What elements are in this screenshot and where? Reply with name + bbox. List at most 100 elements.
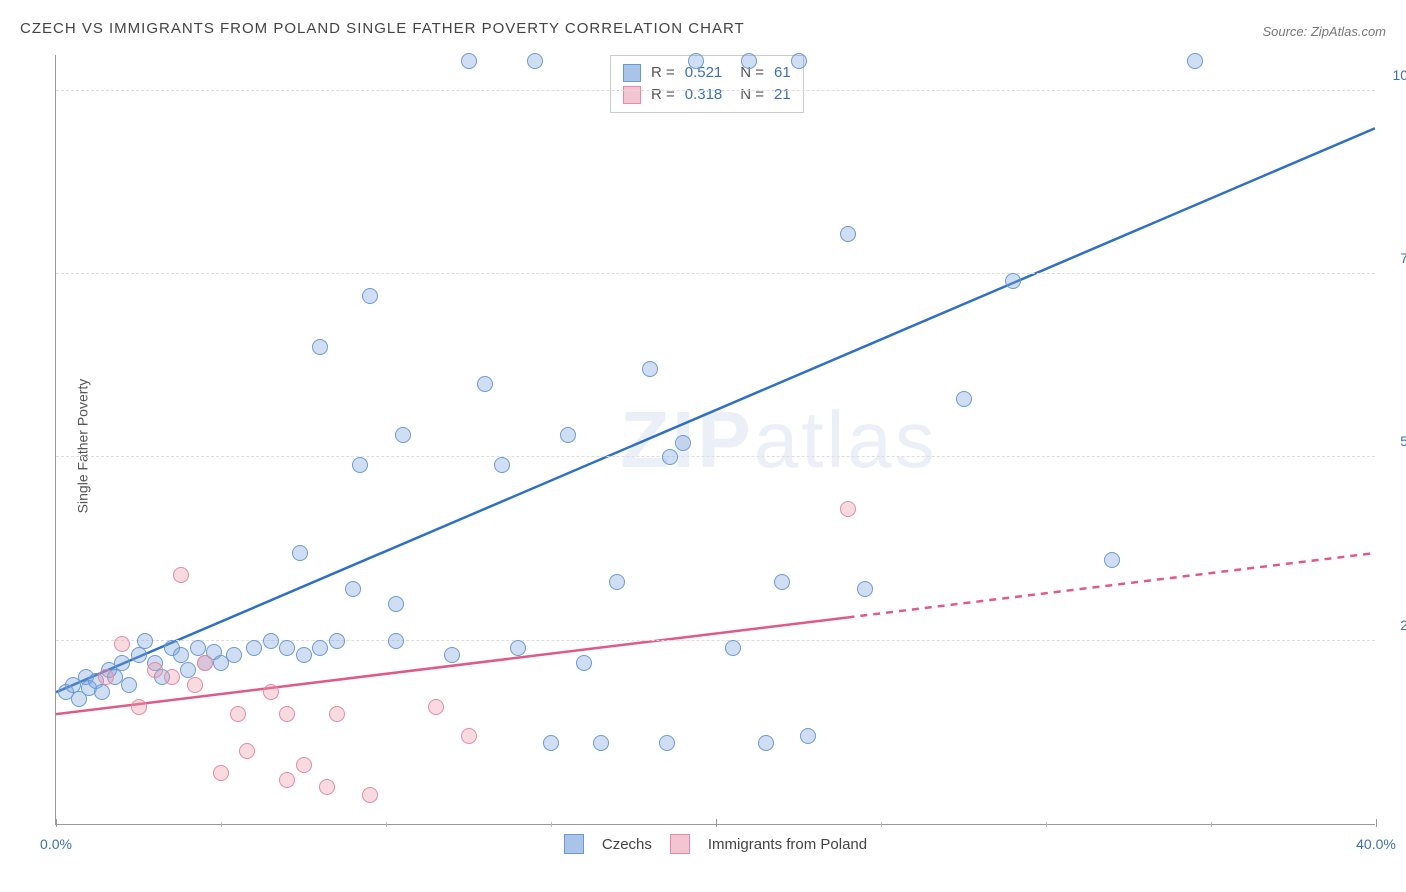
data-point [576, 655, 592, 671]
data-point [444, 647, 460, 663]
data-point [956, 391, 972, 407]
data-point [173, 647, 189, 663]
legend-label: Immigrants from Poland [708, 836, 867, 853]
data-point [279, 772, 295, 788]
stats-row: R = 0.318 N = 21 [623, 84, 791, 106]
data-point [857, 581, 873, 597]
data-point [675, 435, 691, 451]
data-point [114, 636, 130, 652]
data-point [329, 706, 345, 722]
data-point [791, 53, 807, 69]
data-point [494, 457, 510, 473]
data-point [840, 226, 856, 242]
series-legend: Czechs Immigrants from Poland [56, 834, 1375, 854]
data-point [94, 684, 110, 700]
data-point [292, 545, 308, 561]
data-point [461, 728, 477, 744]
data-point [279, 640, 295, 656]
gridline [56, 90, 1375, 91]
data-point [180, 662, 196, 678]
legend-label: Czechs [602, 836, 652, 853]
x-tick-major [716, 819, 717, 827]
data-point [477, 376, 493, 392]
x-tick-minor [1211, 822, 1212, 827]
data-point [319, 779, 335, 795]
data-point [543, 735, 559, 751]
data-point [593, 735, 609, 751]
data-point [362, 288, 378, 304]
stat-R-value: 0.318 [685, 84, 723, 106]
data-point [352, 457, 368, 473]
data-point [312, 339, 328, 355]
data-point [774, 574, 790, 590]
data-point [114, 655, 130, 671]
data-point [296, 647, 312, 663]
y-tick-label: 75.0% [1380, 250, 1406, 266]
data-point [1104, 552, 1120, 568]
x-tick-minor [1046, 822, 1047, 827]
gridline [56, 456, 1375, 457]
data-point [840, 501, 856, 517]
data-point [137, 633, 153, 649]
data-point [758, 735, 774, 751]
data-point [131, 699, 147, 715]
y-tick-label: 50.0% [1380, 433, 1406, 449]
data-point [662, 449, 678, 465]
data-point [246, 640, 262, 656]
stats-legend-box: R =0.521N =61R = 0.318 N = 21 [610, 55, 804, 113]
data-point [741, 53, 757, 69]
data-point [428, 699, 444, 715]
data-point [642, 361, 658, 377]
data-point [197, 655, 213, 671]
data-point [263, 633, 279, 649]
data-point [1187, 53, 1203, 69]
stat-R-label: R = [651, 84, 675, 106]
data-point [296, 757, 312, 773]
data-point [609, 574, 625, 590]
data-point [190, 640, 206, 656]
data-point [329, 633, 345, 649]
data-point [362, 787, 378, 803]
stats-row: R =0.521N =61 [623, 62, 791, 84]
data-point [688, 53, 704, 69]
legend-swatch [564, 834, 584, 854]
data-point [345, 581, 361, 597]
data-point [187, 677, 203, 693]
data-point [510, 640, 526, 656]
plot-area: ZIPatlas R =0.521N =61R =0.318N =21 Czec… [55, 55, 1375, 825]
legend-swatch [670, 834, 690, 854]
data-point [659, 735, 675, 751]
stat-R-label: R = [651, 62, 675, 84]
legend-swatch [623, 64, 641, 82]
data-point [98, 669, 114, 685]
data-point [395, 427, 411, 443]
data-point [461, 53, 477, 69]
x-tick-major [56, 819, 57, 827]
data-point [213, 765, 229, 781]
stat-N-value: 61 [774, 62, 791, 84]
gridline [56, 273, 1375, 274]
x-tick-label: 40.0% [1356, 836, 1396, 852]
data-point [147, 662, 163, 678]
source-label: Source: ZipAtlas.com [1262, 24, 1386, 39]
x-tick-label: 0.0% [40, 836, 72, 852]
chart-title: CZECH VS IMMIGRANTS FROM POLAND SINGLE F… [20, 20, 745, 37]
data-point [1005, 273, 1021, 289]
data-point [527, 53, 543, 69]
data-point [312, 640, 328, 656]
data-point [388, 633, 404, 649]
stat-N-value: 21 [774, 84, 791, 106]
x-tick-major [1376, 819, 1377, 827]
trend-lines [56, 55, 1375, 824]
data-point [173, 567, 189, 583]
data-point [121, 677, 137, 693]
data-point [239, 743, 255, 759]
watermark: ZIPatlas [620, 394, 937, 486]
data-point [263, 684, 279, 700]
stat-N-label: N = [740, 84, 764, 106]
data-point [230, 706, 246, 722]
data-point [131, 647, 147, 663]
y-tick-label: 25.0% [1380, 617, 1406, 633]
data-point [800, 728, 816, 744]
data-point [226, 647, 242, 663]
